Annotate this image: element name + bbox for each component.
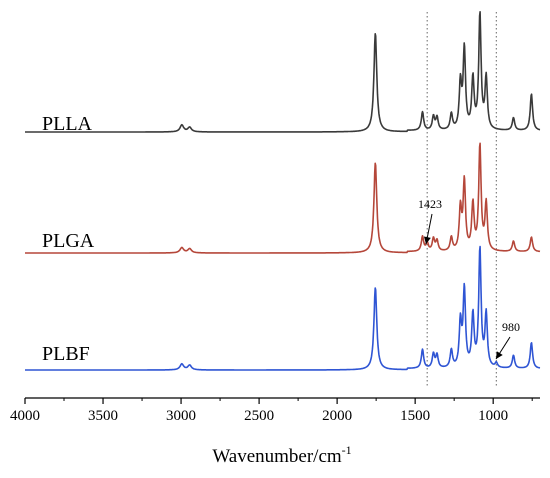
annotation-label-1423: 1423 (418, 197, 442, 211)
x-axis-title-superscript: -1 (342, 443, 352, 457)
series-label-plga: PLGA (42, 230, 95, 252)
x-tick-label-2500: 2500 (244, 408, 274, 424)
series-labels: PLLA PLGA PLBF (42, 113, 95, 365)
x-tick-label-2000: 2000 (322, 408, 352, 424)
spectra-series (24, 11, 541, 371)
spectrum-line-plbf (24, 245, 541, 371)
peak-annotations: 1423 980 (418, 197, 520, 360)
x-axis-title-text: Wavenumber/cm (212, 446, 342, 467)
annotation-arrow-head-980 (496, 351, 503, 359)
series-label-plla: PLLA (42, 113, 93, 135)
annotation-arrow-head-1423 (423, 236, 431, 244)
series-label-plbf: PLBF (42, 343, 90, 365)
x-axis-title: Wavenumber/cm-1 (212, 443, 351, 467)
x-tick-label-4000: 4000 (10, 408, 40, 424)
x-tick-label-3500: 3500 (88, 408, 118, 424)
annotation-label-980: 980 (502, 320, 520, 334)
x-tick-label-1000: 1000 (478, 408, 508, 424)
x-axis: 4000 3500 3000 2500 2000 1500 1000 (10, 397, 540, 424)
x-tick-label-3000: 3000 (166, 408, 196, 424)
spectrum-line-plla (24, 11, 541, 133)
spectrum-line-plga (24, 142, 541, 254)
x-tick-label-1500: 1500 (400, 408, 430, 424)
